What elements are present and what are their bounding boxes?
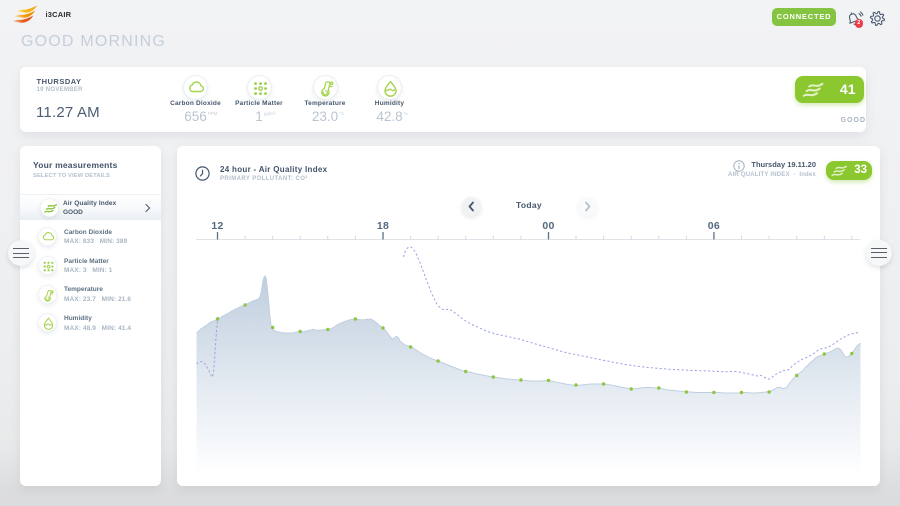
svg-text:06: 06 xyxy=(708,220,720,232)
svg-text:00: 00 xyxy=(542,220,554,232)
svg-text:18: 18 xyxy=(377,220,389,232)
svg-text:12: 12 xyxy=(211,220,223,232)
